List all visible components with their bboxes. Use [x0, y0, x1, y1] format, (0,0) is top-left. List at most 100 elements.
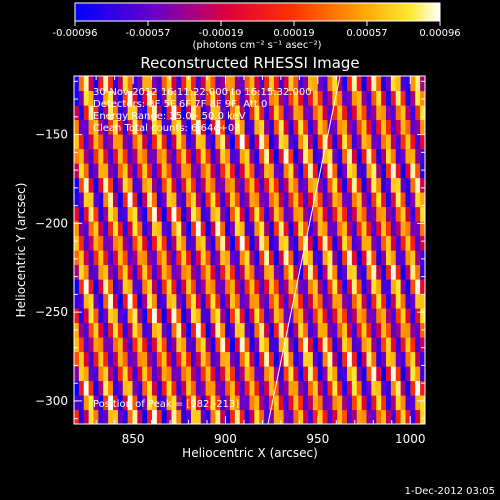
heatmap-cell	[356, 293, 363, 309]
heatmap-cell	[293, 192, 299, 208]
heatmap-cell	[420, 134, 425, 150]
heatmap-cell	[249, 380, 255, 396]
heatmap-cell	[405, 308, 411, 324]
heatmap-cell	[156, 163, 163, 179]
heatmap-cell	[254, 148, 260, 164]
heatmap-cell	[108, 177, 114, 193]
heatmap-cell	[400, 192, 407, 208]
heatmap-cell	[351, 308, 358, 324]
heatmap-cell	[156, 322, 163, 338]
heatmap-cell	[122, 380, 129, 396]
heatmap-cell	[152, 192, 158, 208]
heatmap-cell	[298, 250, 304, 266]
heatmap-cell	[156, 235, 163, 251]
heatmap-cell	[215, 134, 221, 150]
heatmap-cell	[303, 279, 309, 295]
heatmap-cell	[215, 235, 221, 251]
heatmap-cell	[176, 90, 182, 106]
heatmap-cell	[166, 337, 173, 353]
heatmap-cell	[225, 264, 231, 280]
heatmap-cell	[74, 308, 80, 324]
heatmap-cell	[215, 250, 221, 266]
heatmap-cell	[205, 119, 212, 135]
heatmap-cell	[283, 90, 290, 106]
heatmap-cell	[400, 163, 407, 179]
heatmap-cell	[410, 163, 416, 179]
heatmap-cell	[371, 380, 377, 396]
heatmap-cell	[117, 177, 124, 193]
heatmap-cell	[317, 337, 324, 353]
heatmap-cell	[342, 380, 348, 396]
heatmap-cell	[147, 293, 153, 309]
heatmap-cell	[142, 366, 148, 382]
heatmap-cell	[234, 337, 241, 353]
heatmap-cell	[351, 380, 358, 396]
heatmap-cell	[230, 119, 236, 135]
heatmap-cell	[98, 119, 104, 135]
heatmap-cell	[152, 264, 158, 280]
heatmap-cell	[210, 279, 216, 295]
heatmap-cell	[103, 279, 109, 295]
heatmap-cell	[200, 395, 207, 411]
heatmap-cell	[137, 105, 143, 121]
heatmap-cell	[415, 250, 421, 266]
heatmap-cell	[171, 148, 177, 164]
heatmap-cell	[98, 250, 104, 266]
heatmap-cell	[78, 235, 85, 251]
heatmap-cell	[312, 105, 319, 121]
heatmap-cell	[205, 192, 212, 208]
heatmap-cell	[361, 134, 368, 150]
heatmap-cell	[137, 177, 143, 193]
heatmap-cell	[171, 134, 177, 150]
heatmap-cell	[269, 279, 275, 295]
colorbar-unit-label: (photons cm⁻² s⁻¹ asec⁻²)	[192, 40, 321, 51]
heatmap-cell	[317, 119, 324, 135]
heatmap-cell	[210, 409, 216, 424]
heatmap-cell	[342, 177, 348, 193]
heatmap-cell	[322, 293, 329, 309]
heatmap-cell	[108, 235, 114, 251]
heatmap-cell	[390, 293, 397, 309]
heatmap-cell	[239, 235, 246, 251]
heatmap-cell	[117, 308, 124, 324]
heatmap-cell	[420, 235, 425, 251]
heatmap-cell	[342, 148, 348, 164]
heatmap-cell	[376, 351, 382, 367]
heatmap-cell	[249, 366, 255, 382]
heatmap-cell	[351, 250, 358, 266]
heatmap-cell	[278, 293, 285, 309]
heatmap-cell	[171, 177, 177, 193]
heatmap-cell	[225, 409, 231, 424]
heatmap-cell	[244, 409, 251, 424]
heatmap-cell	[312, 337, 319, 353]
heatmap-cell	[166, 250, 173, 266]
heatmap-cell	[195, 235, 202, 251]
heatmap-cell	[381, 90, 387, 106]
heatmap-cell	[166, 105, 173, 121]
heatmap-cell	[93, 192, 99, 208]
heatmap-cell	[122, 351, 129, 367]
heatmap-cell	[303, 119, 309, 135]
heatmap-cell	[244, 264, 251, 280]
heatmap-cell	[137, 366, 143, 382]
heatmap-cell	[132, 235, 138, 251]
heatmap-cell	[420, 264, 425, 280]
heatmap-cell	[127, 177, 134, 193]
heatmap-cell	[161, 293, 168, 309]
heatmap-cell	[337, 409, 343, 424]
heatmap-cell	[366, 293, 372, 309]
heatmap-cell	[161, 409, 168, 424]
heatmap-cell	[327, 380, 333, 396]
heatmap-cell	[400, 264, 407, 280]
heatmap-cell	[254, 322, 260, 338]
heatmap-cell	[351, 395, 358, 411]
heatmap-cell	[78, 366, 85, 382]
heatmap-cell	[332, 105, 338, 121]
heatmap-cell	[74, 380, 80, 396]
heatmap-cell	[259, 351, 265, 367]
heatmap-cell	[181, 76, 187, 92]
heatmap-cell	[249, 206, 255, 222]
heatmap-cell	[303, 177, 309, 193]
heatmap-cell	[234, 366, 241, 382]
heatmap-cell	[415, 322, 421, 338]
